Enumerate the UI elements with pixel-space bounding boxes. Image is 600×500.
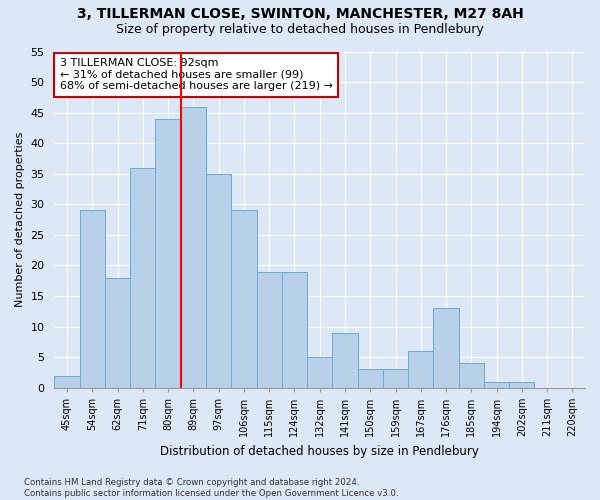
Bar [282,272,307,388]
Bar [433,308,458,388]
Bar [383,370,408,388]
Bar [130,168,155,388]
Bar [155,119,181,388]
Bar [181,106,206,388]
Bar [80,210,105,388]
Text: Size of property relative to detached houses in Pendlebury: Size of property relative to detached ho… [116,22,484,36]
Text: 3, TILLERMAN CLOSE, SWINTON, MANCHESTER, M27 8AH: 3, TILLERMAN CLOSE, SWINTON, MANCHESTER,… [77,8,523,22]
Bar [484,382,509,388]
Y-axis label: Number of detached properties: Number of detached properties [15,132,25,308]
Bar [509,382,535,388]
Bar [358,370,383,388]
Text: Contains HM Land Registry data © Crown copyright and database right 2024.
Contai: Contains HM Land Registry data © Crown c… [24,478,398,498]
Bar [105,278,130,388]
Bar [458,364,484,388]
Bar [231,210,257,388]
X-axis label: Distribution of detached houses by size in Pendlebury: Distribution of detached houses by size … [160,444,479,458]
Bar [206,174,231,388]
Bar [257,272,282,388]
Bar [55,376,80,388]
Bar [332,332,358,388]
Text: 3 TILLERMAN CLOSE: 92sqm
← 31% of detached houses are smaller (99)
68% of semi-d: 3 TILLERMAN CLOSE: 92sqm ← 31% of detach… [60,58,333,92]
Bar [307,357,332,388]
Bar [408,351,433,388]
